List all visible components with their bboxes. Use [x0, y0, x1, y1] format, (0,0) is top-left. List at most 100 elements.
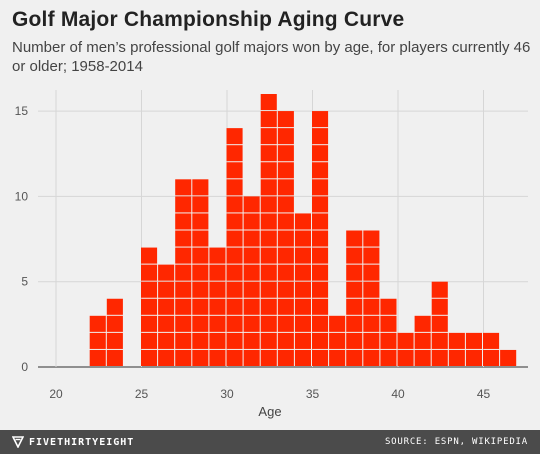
bar-block: [175, 281, 192, 298]
bar-block: [226, 332, 243, 349]
bar-block: [158, 349, 175, 366]
chart-title: Golf Major Championship Aging Curve: [12, 8, 405, 31]
bar-block: [277, 196, 294, 213]
bar: [294, 213, 311, 366]
bar-block: [329, 349, 346, 366]
bar-block: [431, 332, 448, 349]
bar-block: [363, 349, 380, 366]
bar-block: [363, 298, 380, 315]
bar-block: [260, 162, 277, 179]
bar-block: [226, 315, 243, 332]
x-axis-label: Age: [258, 404, 281, 419]
x-tick-label: 20: [49, 387, 63, 401]
bar-block: [243, 349, 260, 366]
bar-block: [226, 349, 243, 366]
bar-block: [226, 281, 243, 298]
bar-block: [277, 162, 294, 179]
bar-block: [380, 298, 397, 315]
bar-block: [141, 298, 158, 315]
bar-block: [243, 247, 260, 264]
bar-block: [294, 230, 311, 247]
bar-block: [192, 264, 209, 281]
bar-block: [277, 281, 294, 298]
bar: [380, 298, 397, 366]
bar-block: [158, 264, 175, 281]
bar-block: [158, 281, 175, 298]
bar-block: [226, 264, 243, 281]
bar-block: [192, 332, 209, 349]
bar-block: [175, 213, 192, 230]
bar-block: [243, 264, 260, 281]
bar-block: [277, 349, 294, 366]
bar-block: [175, 196, 192, 213]
bar-block: [448, 332, 465, 349]
bar-block: [363, 315, 380, 332]
bar-block: [260, 213, 277, 230]
bar-block: [380, 349, 397, 366]
bar-block: [277, 332, 294, 349]
bar-block: [226, 145, 243, 162]
x-tick-label: 45: [477, 387, 491, 401]
bar-block: [312, 281, 329, 298]
bar-block: [243, 230, 260, 247]
bar-block: [89, 315, 106, 332]
bar-block: [141, 315, 158, 332]
bar-block: [209, 298, 226, 315]
bar-block: [500, 349, 517, 366]
bar-block: [226, 196, 243, 213]
bar-block: [294, 332, 311, 349]
bar-block: [175, 179, 192, 196]
bar-block: [448, 349, 465, 366]
bar-block: [312, 128, 329, 145]
bar-block: [363, 230, 380, 247]
bar-block: [175, 247, 192, 264]
bar-block: [260, 128, 277, 145]
bar-block: [175, 230, 192, 247]
bar-block: [363, 332, 380, 349]
bar-block: [277, 145, 294, 162]
bar-block: [192, 349, 209, 366]
bar-block: [483, 349, 500, 366]
bar-block: [363, 281, 380, 298]
bar-block: [192, 298, 209, 315]
bar-block: [260, 298, 277, 315]
bar-block: [106, 349, 123, 366]
bar-block: [260, 230, 277, 247]
source-note: SOURCE: ESPN, WIKIPEDIA: [384, 437, 528, 447]
bar-block: [294, 213, 311, 230]
y-tick-label: 0: [21, 360, 28, 374]
bar-block: [397, 332, 414, 349]
bar-block: [226, 247, 243, 264]
bar-block: [312, 332, 329, 349]
bar-block: [243, 298, 260, 315]
bar-block: [312, 179, 329, 196]
bar-block: [277, 213, 294, 230]
bar: [106, 298, 123, 366]
bar-block: [260, 145, 277, 162]
bar: [346, 230, 363, 366]
bar-block: [209, 281, 226, 298]
brand: FIVETHIRTYEIGHT: [12, 436, 134, 448]
bar-block: [414, 315, 431, 332]
bar: [397, 332, 414, 366]
bar: [158, 264, 175, 366]
bar: [260, 94, 277, 366]
bar-block: [260, 94, 277, 111]
bar-block: [277, 315, 294, 332]
bar-block: [226, 213, 243, 230]
bar-block: [294, 281, 311, 298]
bar-block: [346, 247, 363, 264]
bar-block: [294, 315, 311, 332]
bar-block: [106, 332, 123, 349]
bar-block: [260, 247, 277, 264]
bar-block: [277, 128, 294, 145]
bar: [175, 179, 192, 366]
bar: [277, 111, 294, 366]
bar-block: [89, 332, 106, 349]
bar: [483, 332, 500, 366]
bar-block: [175, 332, 192, 349]
bar-block: [312, 298, 329, 315]
bar-block: [209, 247, 226, 264]
y-tick-label: 15: [15, 104, 29, 118]
